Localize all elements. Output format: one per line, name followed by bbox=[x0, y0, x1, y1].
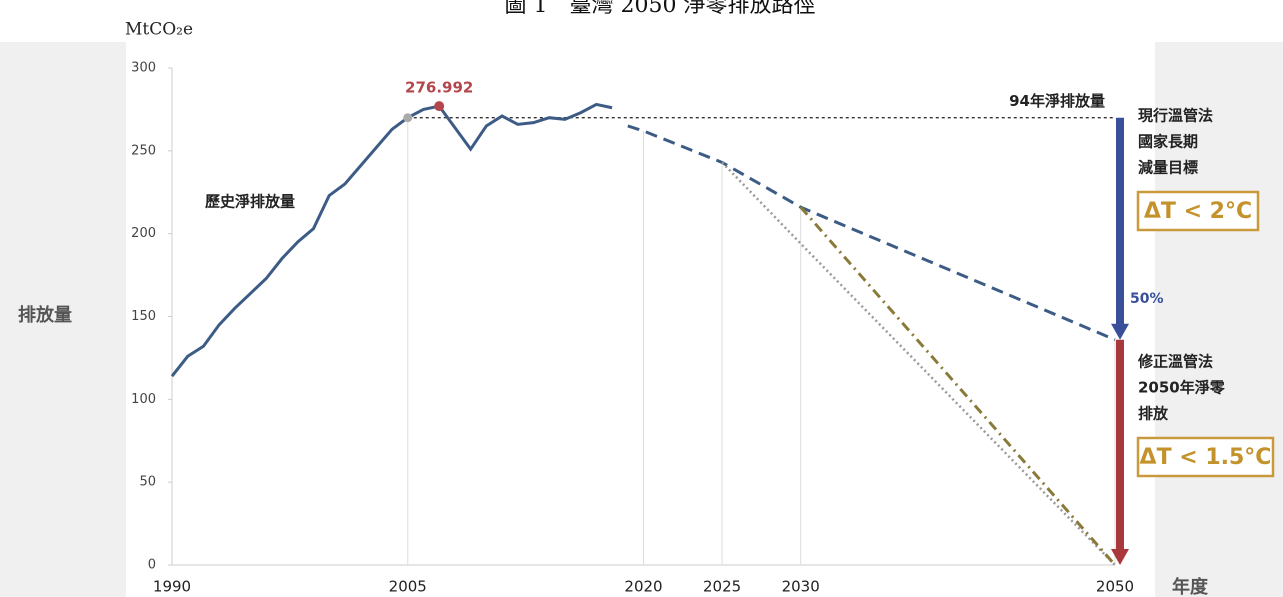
y-tick-label: 0 bbox=[148, 558, 156, 573]
y-tick-label: 200 bbox=[131, 226, 156, 241]
x-tick-label: 2030 bbox=[782, 578, 820, 596]
x-tick-label: 2050 bbox=[1096, 578, 1134, 596]
arrow-head bbox=[1111, 549, 1129, 565]
arrow-text: 減量目標 bbox=[1138, 159, 1198, 177]
x-tick-label: 2005 bbox=[389, 578, 427, 596]
badge-box bbox=[1136, 190, 1260, 232]
series-line bbox=[170, 102, 613, 378]
arrow-note: 50% bbox=[1130, 291, 1164, 307]
badge-text: ΔT < 2°C bbox=[1144, 199, 1252, 224]
right-panel bbox=[1155, 42, 1283, 597]
badge-text: ΔT < 1.5°C bbox=[1140, 445, 1272, 470]
y-tick-label: 150 bbox=[131, 309, 156, 324]
unit-label: MtCO₂e bbox=[125, 20, 193, 40]
arrow-text: 國家長期 bbox=[1138, 133, 1198, 151]
badge-box bbox=[1136, 436, 1275, 478]
x-tick-label: 1990 bbox=[153, 578, 191, 596]
arrow-text: 修正溫管法 bbox=[1137, 353, 1213, 371]
arrow-text: 排放 bbox=[1138, 405, 1169, 423]
left-panel bbox=[0, 42, 126, 597]
y-tick-label: 250 bbox=[131, 143, 156, 158]
x-tick-label: 2020 bbox=[624, 578, 662, 596]
x-axis-label: 年度 bbox=[1172, 576, 1209, 597]
arrow-head bbox=[1111, 323, 1129, 340]
series-line bbox=[627, 124, 1116, 342]
chart-title: 圖 1 臺灣 2050 淨零排放路徑 bbox=[505, 0, 816, 18]
x-tick-label: 2025 bbox=[703, 578, 741, 596]
y-tick-label: 300 bbox=[131, 61, 156, 76]
peak-marker bbox=[434, 101, 445, 112]
y-axis-label: 排放量 bbox=[18, 304, 72, 326]
series-line bbox=[721, 161, 1116, 566]
arrow-text: 2050年淨零 bbox=[1138, 379, 1226, 397]
y-tick-label: 50 bbox=[139, 475, 156, 490]
reference-label: 94年淨排放量 bbox=[1009, 92, 1105, 110]
reference-marker bbox=[403, 113, 413, 123]
y-tick-label: 100 bbox=[131, 392, 156, 407]
series-line bbox=[799, 206, 1117, 566]
series-label: 歷史淨排放量 bbox=[205, 193, 295, 211]
arrow-text: 現行溫管法 bbox=[1138, 107, 1213, 125]
data-label: 276.992 bbox=[405, 79, 473, 97]
